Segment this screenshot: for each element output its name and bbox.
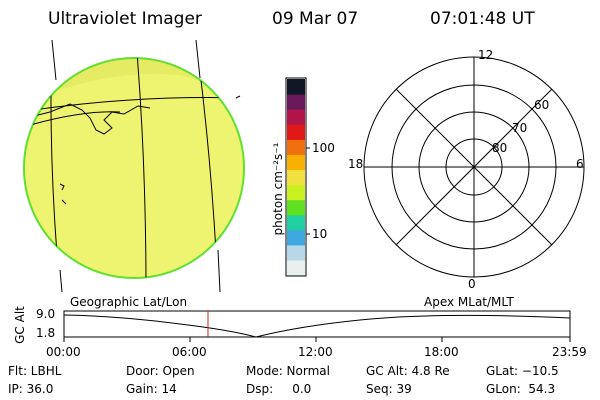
lat-label-80: 80 [492,141,508,155]
mlt-label-18: 18 [348,157,364,171]
colorbar-segment [287,199,305,216]
ip-status: IP: 36.0 [8,382,54,396]
timeline-xtick-2: 12:00 [298,345,333,359]
gc-alt-timeline [63,310,571,342]
colorbar-segment [287,109,305,125]
timeline-xtick-3: 18:00 [424,345,459,359]
colorbar-segment [287,259,305,276]
colorbar-segment [287,154,305,171]
seq-status: Seq: 39 [366,382,412,396]
mlt-label-12: 12 [478,48,494,62]
instrument-title: Ultraviolet Imager [48,9,202,29]
date-label: 09 Mar 07 [272,9,359,29]
timeline-title-left: Geographic Lat/Lon [70,295,188,309]
timeline-xtick-1: 06:00 [172,345,207,359]
color-bar [285,77,310,277]
colorbar-segment [287,214,305,231]
mlt-label-0: 0 [468,277,476,291]
door-status: Door: Open [126,364,195,378]
colorbar-segment [287,229,305,246]
mode-status: Mode: Normal [246,364,330,378]
glon-status: GLon: 54.3 [486,382,556,396]
gc-alt-status: GC Alt: 4.8 Re [366,364,450,378]
timeline-ytick-bottom: 1.8 [36,326,56,340]
colorbar-segment [287,79,305,95]
colorbar-segment [287,184,305,201]
lat-label-70: 70 [512,121,528,135]
timeline-xtick-4: 23:59 [552,345,587,359]
polar-plot [363,56,585,278]
colorbar-segment [287,244,305,261]
timeline-ytick-top: 9.0 [36,307,56,321]
glat-status: GLat: −10.5 [486,364,559,378]
timeline-xtick-0: 00:00 [46,345,81,359]
colorbar-segment [287,94,305,110]
colorbar-unit-label: photon cm⁻²s⁻¹ [271,142,285,236]
time-label: 07:01:48 UT [430,9,535,29]
colorbar-tick-100: 100 [312,141,335,155]
dsp-status: Dsp: 0.0 [246,382,312,396]
gain-status: Gain: 14 [126,382,177,396]
colorbar-tick-10: 10 [312,227,328,241]
colorbar-segment [287,139,305,155]
filter-status: Flt: LBHL [8,364,62,378]
colorbar-segment [287,169,305,186]
timeline-title-right: Apex MLat/MLT [424,295,514,309]
colorbar-segment [287,124,305,140]
timeline-axis-label: GC Alt [13,306,27,344]
earth-image [23,39,245,293]
lat-label-60: 60 [534,98,550,112]
mlt-label-6: 6 [576,157,584,171]
